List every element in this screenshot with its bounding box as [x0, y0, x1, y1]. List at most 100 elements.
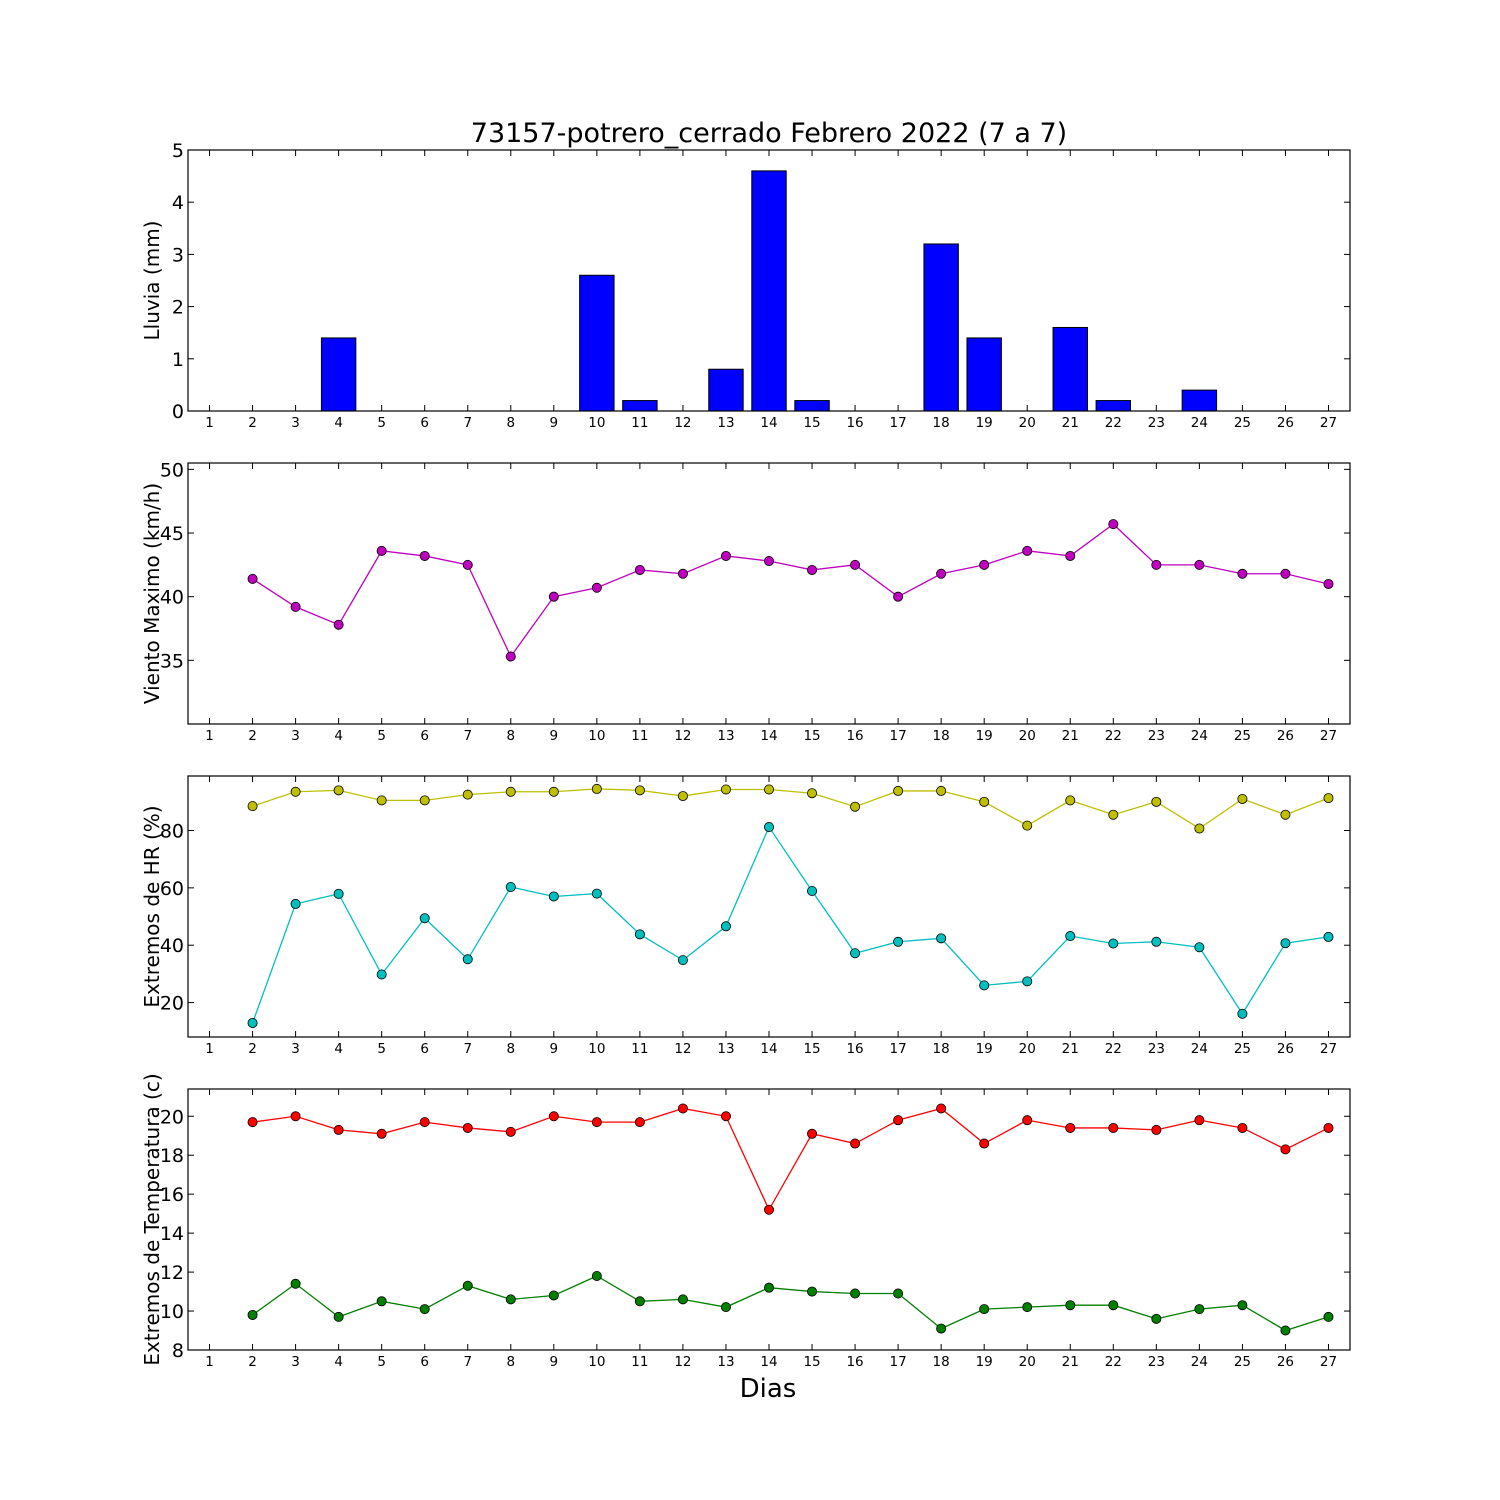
x-tick-label: 5: [377, 1041, 386, 1057]
axes-frame: [187, 775, 1351, 1038]
x-tick-label: 13: [717, 415, 734, 431]
point-day-26: [1280, 938, 1291, 949]
point-day-17: [893, 591, 904, 602]
x-tick-label: 13: [717, 1041, 734, 1057]
x-tick-label: 5: [377, 415, 386, 431]
x-tick-label: 7: [463, 728, 472, 744]
point-day-15: [807, 1286, 818, 1297]
point-day-7: [462, 1122, 473, 1133]
bar-day-10: [579, 274, 615, 412]
point-day-24: [1194, 823, 1205, 834]
x-tick-label: 15: [803, 1041, 820, 1057]
point-day-14: [764, 1204, 775, 1215]
axes-frame: [187, 462, 1351, 725]
x-tick-label: 8: [506, 728, 515, 744]
point-day-25: [1237, 568, 1248, 579]
x-tick-label: 17: [890, 1041, 907, 1057]
point-day-7: [462, 1280, 473, 1291]
point-day-22: [1108, 519, 1119, 530]
x-tick-label: 27: [1320, 415, 1337, 431]
x-tick-label: 18: [933, 1041, 950, 1057]
x-axis-label: Dias: [740, 1374, 797, 1404]
point-day-21: [1065, 1122, 1076, 1133]
point-day-21: [1065, 550, 1076, 561]
point-day-12: [677, 1294, 688, 1305]
x-tick-label: 13: [717, 1354, 734, 1370]
x-tick-label: 2: [248, 728, 257, 744]
x-tick-label: 2: [248, 1354, 257, 1370]
point-day-24: [1194, 942, 1205, 953]
point-day-22: [1108, 1300, 1119, 1311]
x-tick-label: 20: [1019, 1354, 1036, 1370]
x-tick-label: 14: [760, 1354, 777, 1370]
point-day-27: [1323, 1122, 1334, 1133]
bar-day-11: [622, 400, 658, 412]
x-tick-label: 10: [588, 1354, 605, 1370]
x-tick-label: 1: [205, 415, 214, 431]
axes-frame: [187, 149, 1351, 412]
x-tick-label: 9: [550, 415, 559, 431]
point-day-27: [1323, 793, 1334, 804]
point-day-13: [720, 921, 731, 932]
point-day-6: [419, 550, 430, 561]
chart-title: 73157-potrero_cerrado Febrero 2022 (7 a …: [471, 118, 1067, 149]
x-tick-label: 25: [1234, 1041, 1251, 1057]
point-day-6: [419, 913, 430, 924]
y-tick-label: 45: [160, 523, 184, 545]
point-day-15: [807, 788, 818, 799]
x-tick-label: 9: [550, 728, 559, 744]
point-day-5: [376, 795, 387, 806]
x-tick-label: 3: [291, 1354, 300, 1370]
x-tick-label: 6: [420, 1354, 429, 1370]
y-tick-label: 60: [160, 878, 184, 900]
x-tick-label: 1: [205, 728, 214, 744]
point-day-16: [850, 1138, 861, 1149]
point-day-9: [548, 1111, 559, 1122]
point-day-26: [1280, 1325, 1291, 1336]
x-tick-label: 3: [291, 415, 300, 431]
point-day-18: [936, 1323, 947, 1334]
point-day-11: [634, 1296, 645, 1307]
x-tick-label: 13: [717, 728, 734, 744]
point-day-10: [591, 783, 602, 794]
axes-frame: [187, 1088, 1351, 1351]
point-day-8: [505, 786, 516, 797]
x-tick-label: 15: [803, 1354, 820, 1370]
x-tick-label: 7: [463, 415, 472, 431]
x-tick-label: 26: [1277, 1354, 1294, 1370]
x-tick-label: 22: [1105, 1041, 1122, 1057]
x-tick-label: 24: [1191, 728, 1208, 744]
series-line-1: [252, 1107, 1329, 1212]
x-tick-label: 3: [291, 1041, 300, 1057]
point-day-22: [1108, 809, 1119, 820]
point-day-3: [290, 898, 301, 909]
y-tick-label: 2: [172, 297, 184, 319]
x-tick-label: 3: [291, 728, 300, 744]
point-day-8: [505, 881, 516, 892]
point-day-27: [1323, 578, 1334, 589]
y-tick-label: 1: [172, 349, 184, 371]
y-tick-label: 35: [160, 650, 184, 672]
point-day-25: [1237, 1008, 1248, 1019]
y-axis-label: Viento Maximo (km/h): [140, 483, 164, 704]
y-tick-label: 3: [172, 244, 184, 266]
point-day-20: [1022, 820, 1033, 831]
x-tick-label: 5: [377, 728, 386, 744]
point-day-18: [936, 1103, 947, 1114]
x-tick-label: 6: [420, 728, 429, 744]
point-day-9: [548, 891, 559, 902]
x-tick-label: 14: [760, 1041, 777, 1057]
point-day-9: [548, 786, 559, 797]
x-tick-label: 24: [1191, 1041, 1208, 1057]
point-day-25: [1237, 1300, 1248, 1311]
point-day-27: [1323, 1311, 1334, 1322]
x-tick-label: 19: [976, 1041, 993, 1057]
point-day-4: [333, 619, 344, 630]
x-tick-label: 24: [1191, 1354, 1208, 1370]
point-day-13: [720, 1111, 731, 1122]
x-tick-label: 11: [631, 1041, 648, 1057]
x-tick-label: 12: [674, 728, 691, 744]
y-tick-label: 14: [160, 1223, 184, 1245]
x-tick-label: 10: [588, 1041, 605, 1057]
